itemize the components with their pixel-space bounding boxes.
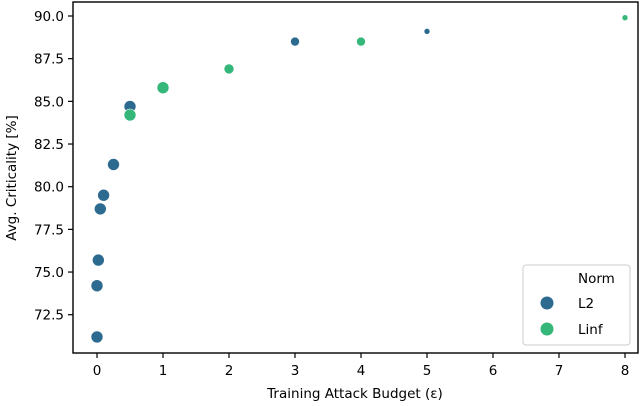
- x-tick-label: 0: [93, 363, 102, 379]
- legend-title: Norm: [578, 271, 615, 287]
- x-tick-label: 2: [225, 363, 234, 379]
- data-point-linf: [156, 81, 170, 94]
- y-tick-label: 72.5: [34, 308, 64, 324]
- data-point-l2: [90, 279, 104, 293]
- data-point-linf: [123, 108, 137, 122]
- data-point-l2: [107, 158, 120, 171]
- x-axis-label: Training Attack Budget (ε): [266, 386, 443, 402]
- y-tick-label: 87.5: [34, 52, 64, 68]
- data-point-l2: [97, 188, 110, 202]
- data-points: [90, 14, 629, 344]
- y-axis-label: Avg. Criticality [%]: [4, 115, 20, 241]
- x-axis-ticks: 0 1 2 3 4 5 6 7 8: [93, 353, 630, 379]
- data-point-l2: [92, 253, 105, 267]
- legend-label-linf: Linf: [578, 322, 604, 338]
- y-tick-label: 82.5: [34, 137, 64, 153]
- data-point-l2: [423, 28, 431, 35]
- x-tick-label: 6: [489, 363, 498, 379]
- legend-marker-linf: [540, 322, 554, 336]
- x-tick-label: 7: [555, 363, 564, 379]
- y-tick-label: 75.0: [34, 265, 64, 281]
- data-point-l2: [90, 330, 104, 344]
- data-point-linf: [223, 63, 235, 75]
- y-tick-label: 77.5: [34, 222, 64, 238]
- y-axis-ticks: 72.5 75.0 77.5 80.0 82.5 85.0 87.5 90.0: [34, 9, 73, 324]
- y-tick-label: 90.0: [34, 9, 64, 25]
- x-tick-label: 3: [291, 363, 300, 379]
- data-point-linf: [621, 14, 629, 22]
- y-tick-label: 85.0: [34, 94, 64, 110]
- legend-label-l2: L2: [578, 296, 594, 312]
- data-point-l2: [290, 36, 300, 47]
- data-point-l2: [94, 202, 107, 216]
- legend-marker-l2: [540, 296, 554, 310]
- data-point-linf: [356, 36, 366, 47]
- x-tick-label: 1: [159, 363, 168, 379]
- x-tick-label: 8: [621, 363, 630, 379]
- x-tick-label: 5: [423, 363, 432, 379]
- legend: Norm L2 Linf: [522, 264, 631, 346]
- plot-area-frame: [72, 1, 639, 354]
- y-tick-label: 80.0: [34, 180, 64, 196]
- x-tick-label: 4: [357, 363, 366, 379]
